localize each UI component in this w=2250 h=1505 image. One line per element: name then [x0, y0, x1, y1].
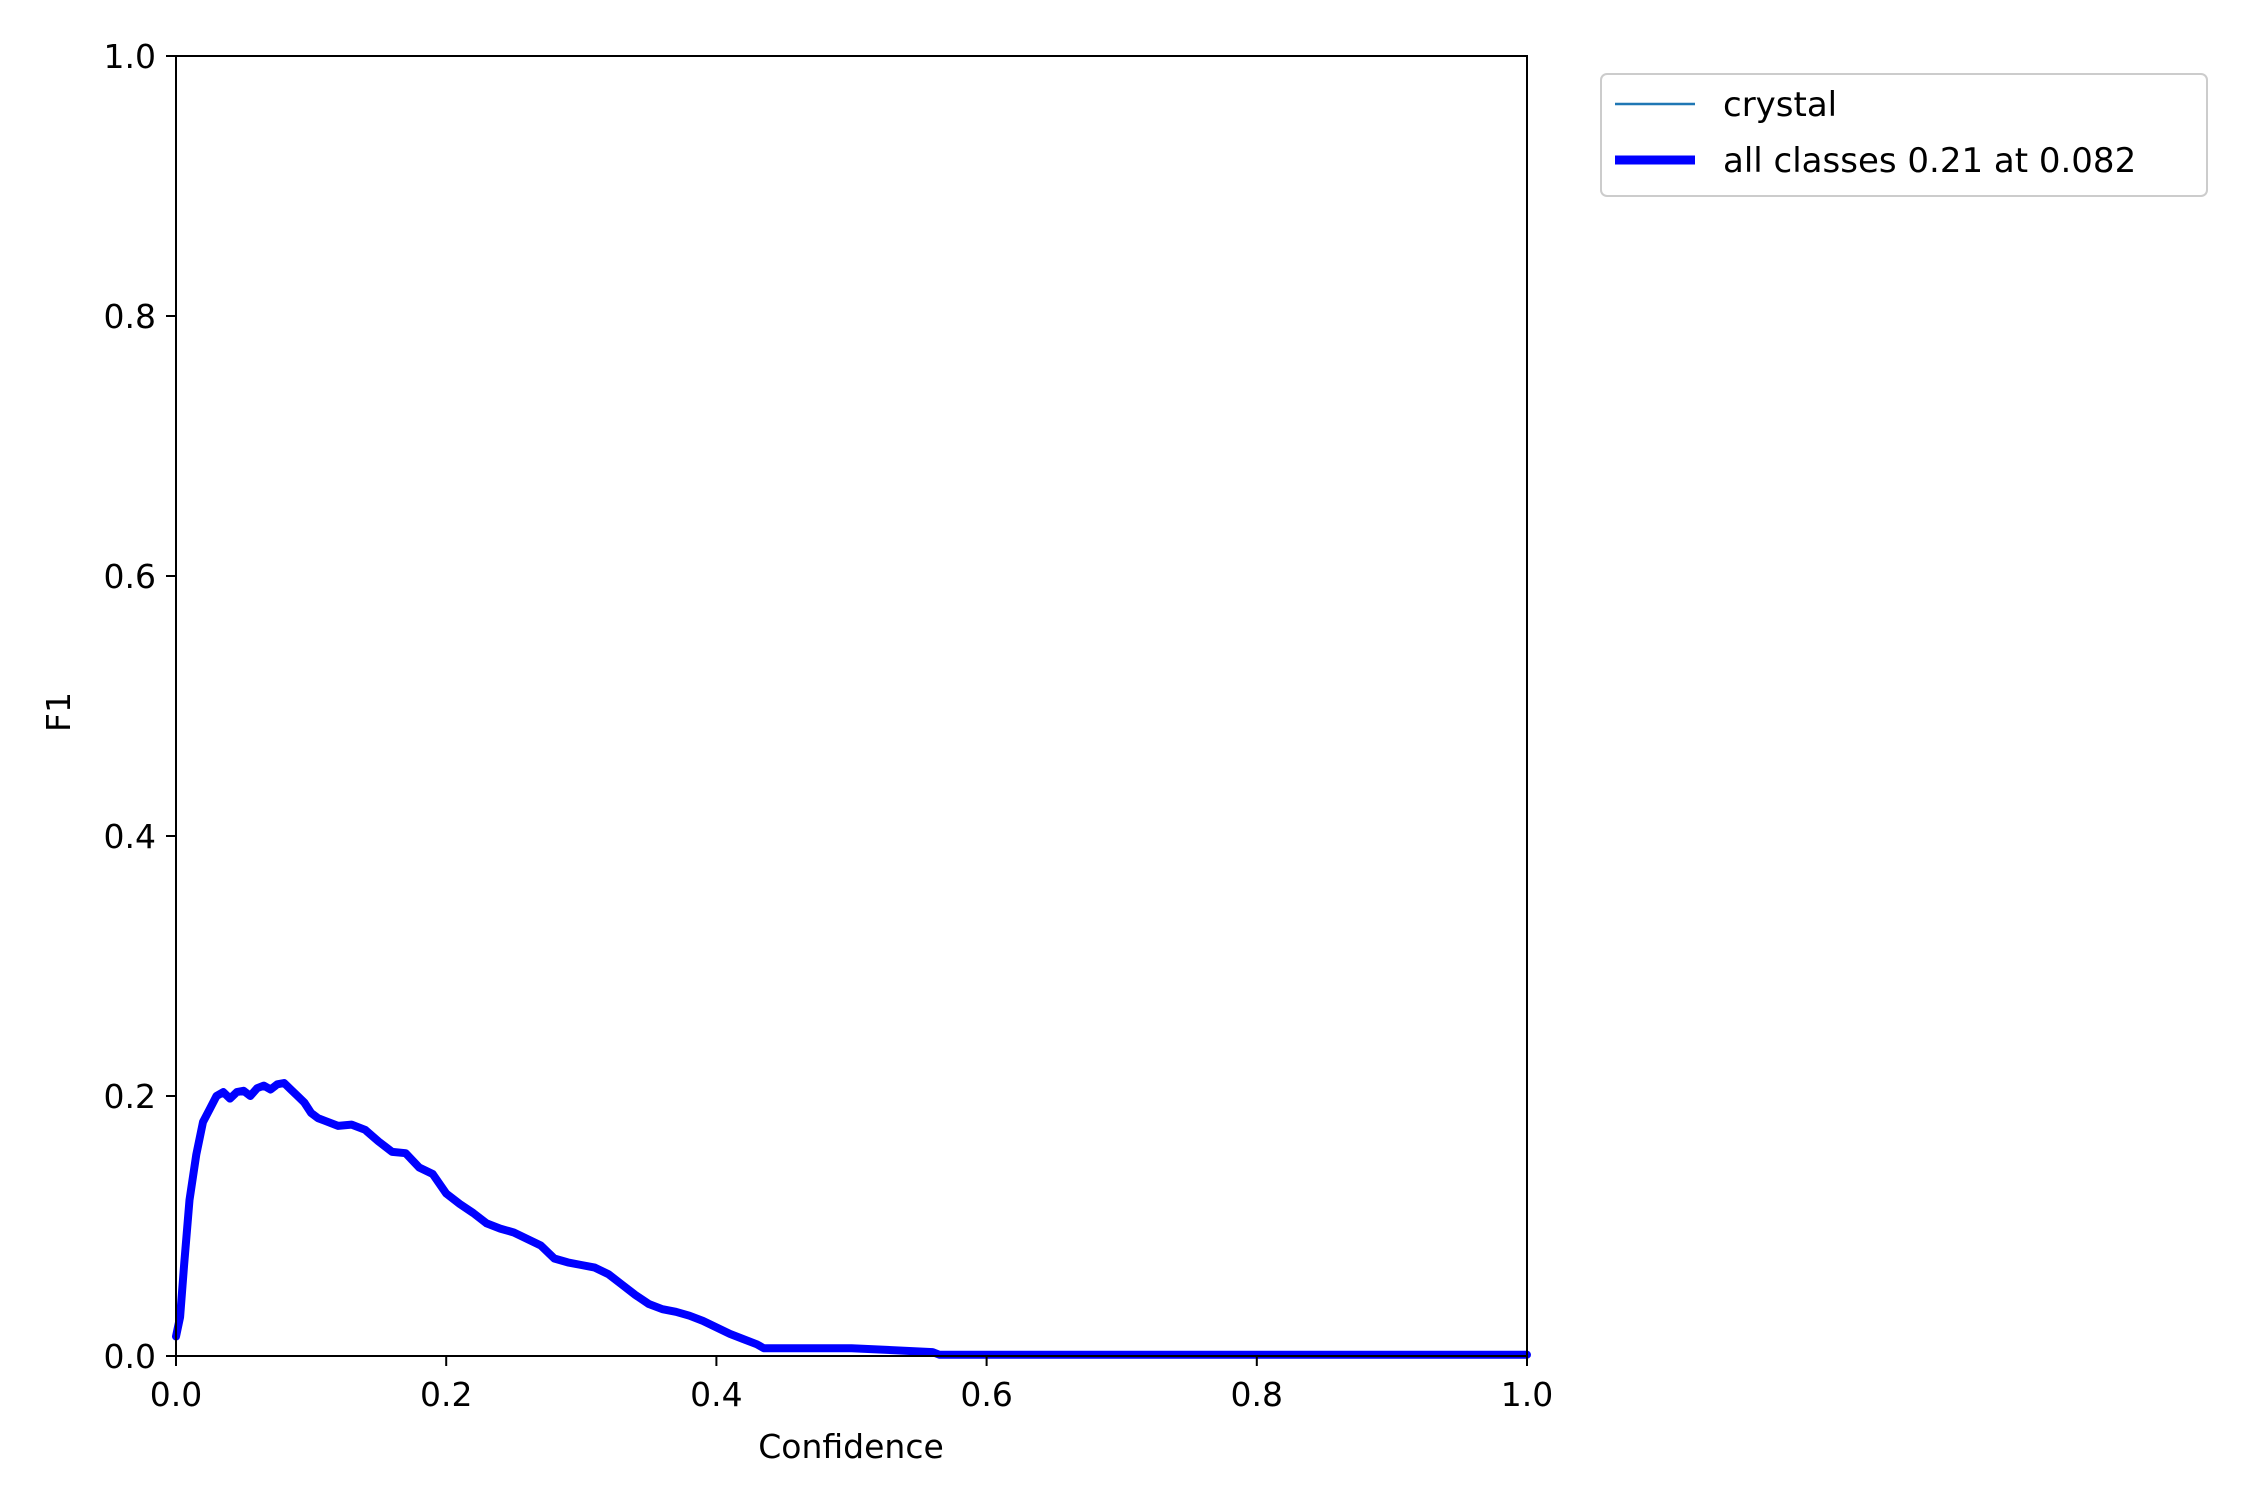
x-tick-label: 0.2	[420, 1375, 472, 1414]
x-tick-label: 0.4	[690, 1375, 742, 1414]
plot-area	[172, 1079, 1531, 1359]
y-tick-label: 1.0	[104, 37, 156, 76]
x-axis-ticks: 0.0 0.2 0.4 0.6 0.8 1.0	[150, 1356, 1553, 1414]
y-tick-label: 0.8	[104, 297, 156, 336]
y-axis-label: F1	[39, 692, 78, 732]
y-tick-label: 0.6	[104, 557, 156, 596]
series-line-crystal	[174, 1081, 1529, 1356]
x-tick-label: 0.0	[150, 1375, 202, 1414]
legend-label-all-classes: all classes 0.21 at 0.082	[1723, 141, 2136, 181]
legend-box	[1600, 73, 2208, 197]
y-tick-label: 0.2	[104, 1077, 156, 1116]
series-layer	[172, 1079, 1531, 1359]
y-tick-label: 0.4	[104, 817, 156, 856]
plot-frame	[175, 55, 1528, 1357]
x-axis-label: Confidence	[758, 1427, 944, 1466]
x-tick-label: 1.0	[1501, 1375, 1553, 1414]
series-line-all-classes	[172, 1079, 1531, 1359]
x-tick-label: 0.8	[1231, 1375, 1283, 1414]
x-tick-label: 0.6	[960, 1375, 1012, 1414]
legend: crystal all classes 0.21 at 0.082	[1600, 73, 2208, 197]
y-tick-label: 0.0	[104, 1337, 156, 1376]
legend-label-crystal: crystal	[1723, 85, 1837, 125]
y-axis-ticks: 0.0 0.2 0.4 0.6 0.8 1.0	[104, 37, 176, 1376]
